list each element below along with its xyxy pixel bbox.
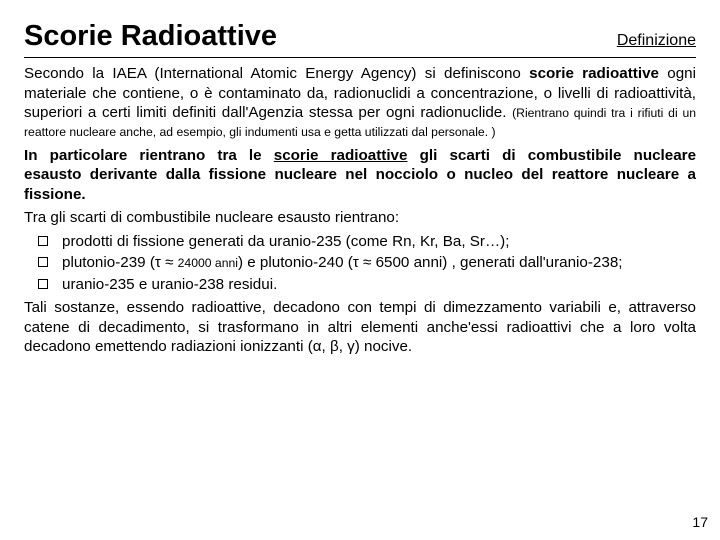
part-underline: scorie radioattive: [274, 147, 408, 164]
page-number: 17: [692, 514, 708, 532]
li2-b: ) e plutonio-240 (τ ≈ 6500 anni) , gener…: [238, 254, 623, 271]
list-item: plutonio-239 (τ ≈ 24000 anni) e plutonio…: [62, 253, 696, 272]
part-bold-1: In particolare rientrano tra le: [24, 147, 274, 164]
li2-a: plutonio-239 (τ ≈: [62, 254, 178, 271]
page-subtitle: Definizione: [617, 31, 696, 51]
list-item: prodotti di fissione generati da uranio-…: [62, 232, 696, 251]
header: Scorie Radioattive Definizione: [24, 18, 696, 58]
particular-paragraph: In particolare rientrano tra le scorie r…: [24, 146, 696, 204]
def-text-1: Secondo la IAEA (International Atomic En…: [24, 65, 529, 82]
waste-list: prodotti di fissione generati da uranio-…: [24, 232, 696, 294]
list-item: uranio-235 e uranio-238 residui.: [62, 275, 696, 294]
definition-paragraph: Secondo la IAEA (International Atomic En…: [24, 64, 696, 142]
li2-small: 24000 anni: [178, 256, 238, 270]
def-bold-term: scorie radioattive: [529, 65, 659, 82]
page-title: Scorie Radioattive: [24, 18, 277, 55]
list-intro: Tra gli scarti di combustibile nucleare …: [24, 208, 696, 227]
decay-paragraph: Tali sostanze, essendo radioattive, deca…: [24, 298, 696, 356]
